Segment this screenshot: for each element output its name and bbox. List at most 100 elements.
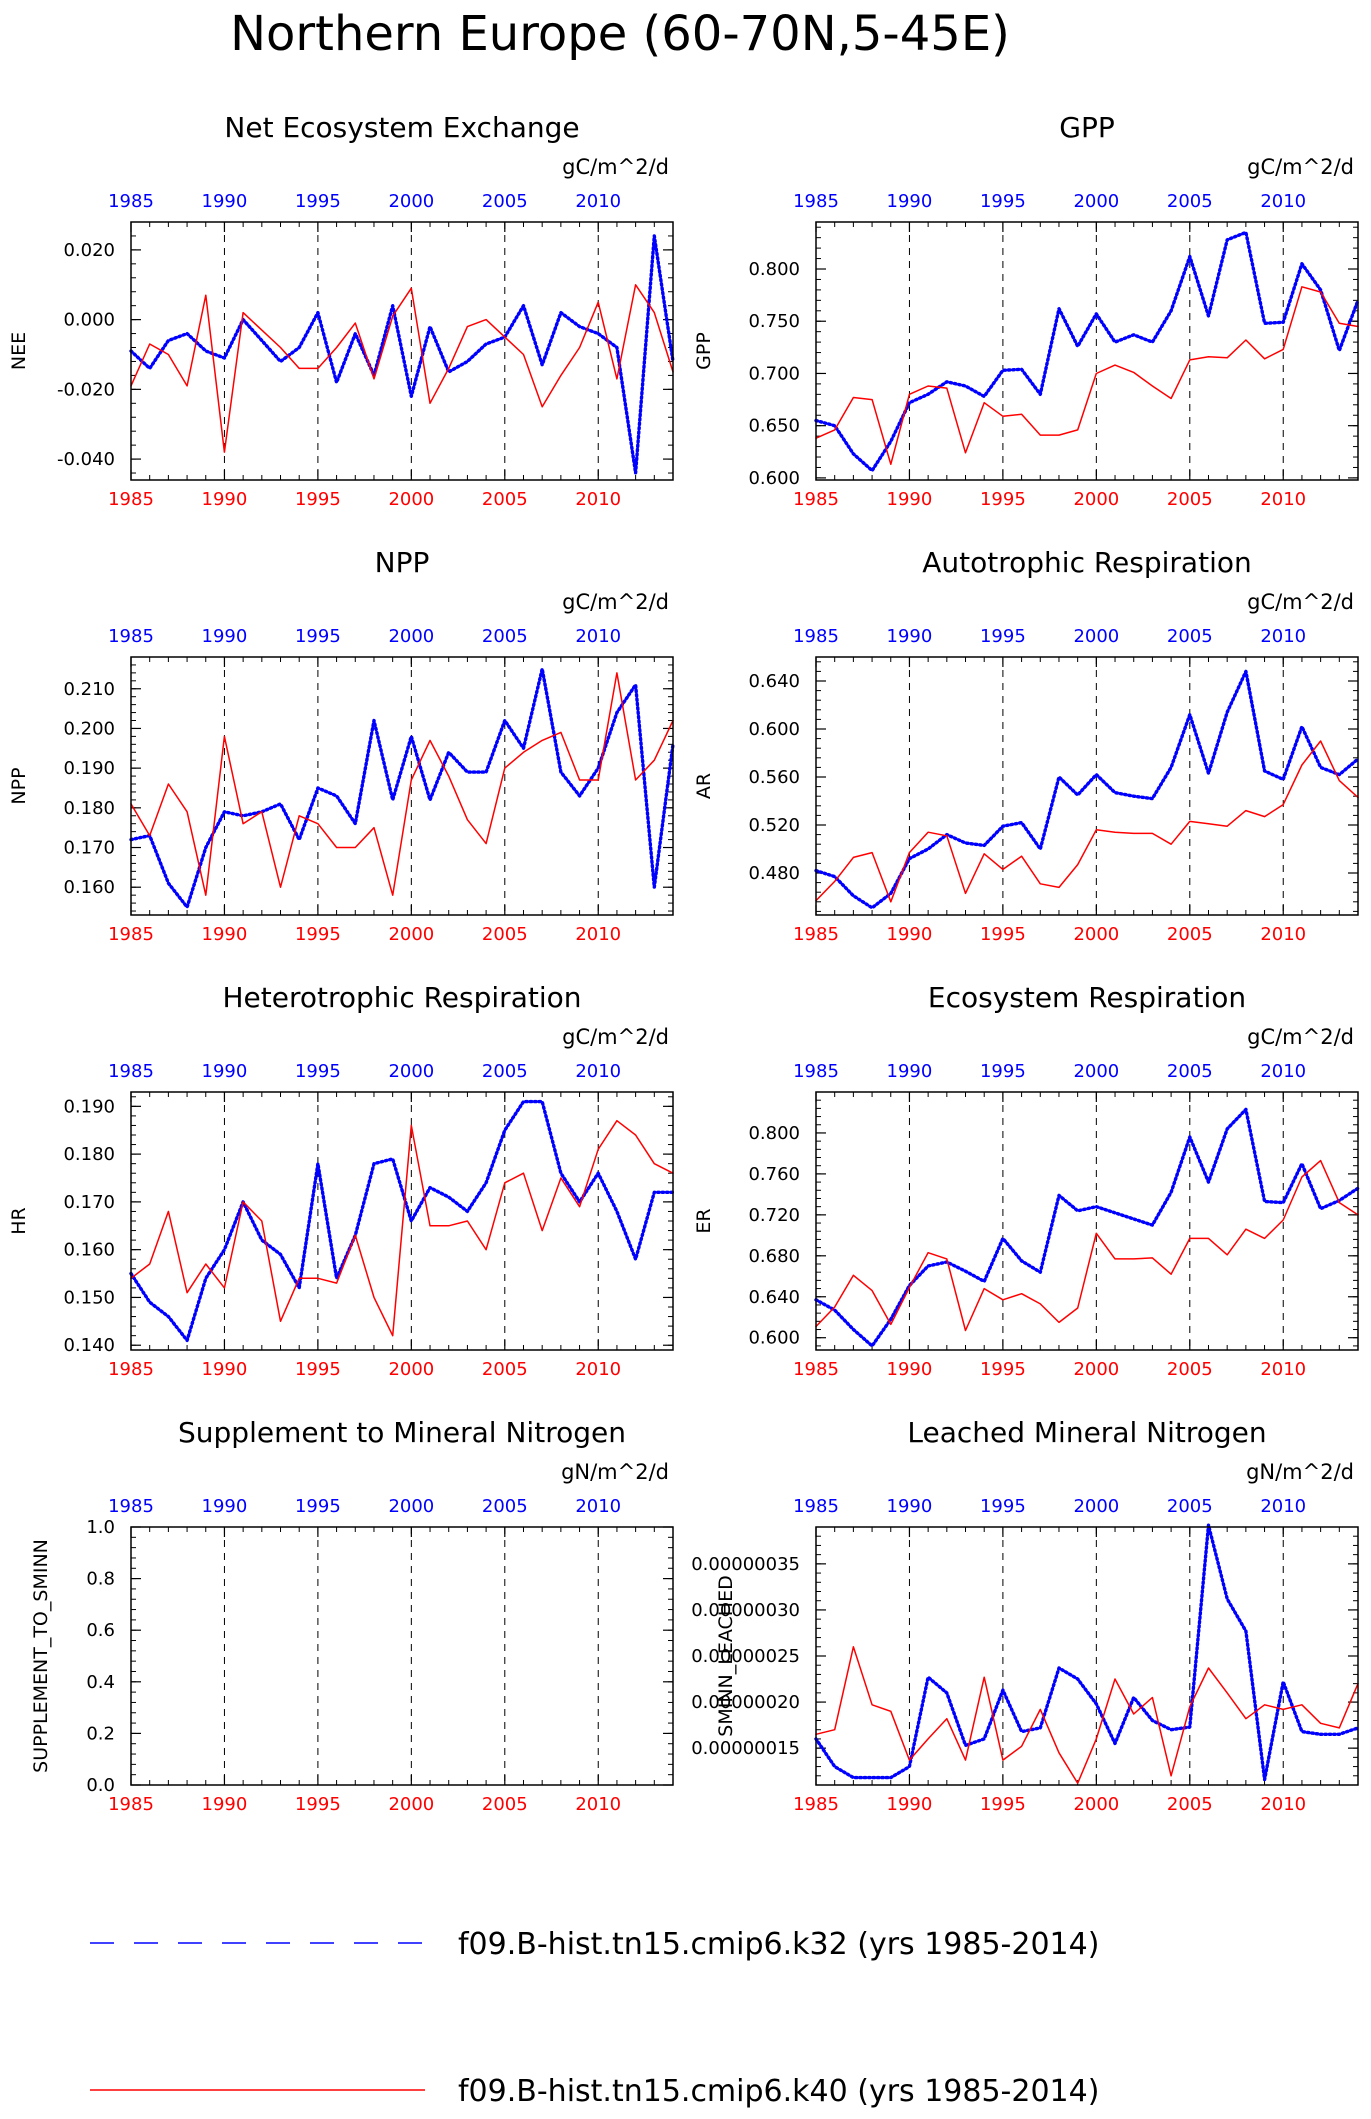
x-tick-label-bottom: 1990 xyxy=(887,924,933,945)
x-tick-label-bottom: 2010 xyxy=(1260,1359,1306,1380)
y-tick-label: 0.720 xyxy=(748,1205,800,1226)
units-label: gN/m^2/d xyxy=(561,1460,669,1484)
x-tick-label-top: 2005 xyxy=(482,626,528,647)
x-tick-label-bottom: 2010 xyxy=(575,1359,621,1380)
y-axis-label: GPP xyxy=(693,332,715,370)
x-tick-label-bottom: 2005 xyxy=(482,924,528,945)
x-tick-label-top: 1985 xyxy=(793,1496,839,1517)
x-tick-label-bottom: 2005 xyxy=(482,1359,528,1380)
y-tick-label: 0.800 xyxy=(748,1123,800,1144)
x-tick-label-bottom: 2000 xyxy=(388,489,434,510)
x-tick-label-top: 1990 xyxy=(887,191,933,212)
y-tick-label: 0.650 xyxy=(748,416,800,437)
y-tick-label: 0.160 xyxy=(63,877,115,898)
chart-panel-5: Heterotrophic Respiration gC/m^2/d 1985 198… xyxy=(8,981,675,1380)
x-tick-label-top: 2000 xyxy=(1073,1496,1119,1517)
chart-panels: Net Ecosystem Exchange gC/m^2/d 1985 1985 19… xyxy=(8,111,1360,1815)
y-tick-label: 0.180 xyxy=(63,798,115,819)
y-axis-label: AR xyxy=(693,773,715,799)
x-tick-label-bottom: 2010 xyxy=(1260,924,1306,945)
x-tick-label-bottom: 1985 xyxy=(108,489,154,510)
x-tick-label-bottom: 1985 xyxy=(793,489,839,510)
y-tick-label: 0.020 xyxy=(63,240,115,261)
x-tick-label-bottom: 2000 xyxy=(1073,1359,1119,1380)
x-tick-label-top: 2010 xyxy=(1260,1496,1306,1517)
units-label: gN/m^2/d xyxy=(1246,1460,1354,1484)
units-label: gC/m^2/d xyxy=(1247,590,1354,614)
y-tick-label: 0.750 xyxy=(748,311,800,332)
x-tick-label-bottom: 2000 xyxy=(1073,489,1119,510)
series-line-red xyxy=(815,286,1359,466)
y-tick-label: 0.600 xyxy=(748,468,800,489)
y-tick-label: 0.000 xyxy=(63,310,115,331)
series-line-red xyxy=(815,740,1359,903)
y-tick-label: 0.140 xyxy=(63,1335,115,1356)
y-tick-label: 0.640 xyxy=(748,1287,800,1308)
units-label: gC/m^2/d xyxy=(562,590,669,614)
x-tick-label-bottom: 2010 xyxy=(575,489,621,510)
x-tick-label-top: 2010 xyxy=(1260,1061,1306,1082)
x-tick-label-top: 1985 xyxy=(793,191,839,212)
x-tick-label-bottom: 2005 xyxy=(1167,1794,1213,1815)
chart-title: Heterotrophic Respiration xyxy=(223,981,582,1014)
chart-panel-4: Autotrophic Respiration gC/m^2/d 1985 1985 1… xyxy=(693,546,1360,945)
chart-title: GPP xyxy=(1059,111,1114,144)
series-line-blue xyxy=(129,234,675,475)
x-tick-label-bottom: 1990 xyxy=(202,924,248,945)
units-label: gC/m^2/d xyxy=(562,1025,669,1049)
x-tick-label-top: 1985 xyxy=(108,1496,154,1517)
x-tick-label-top: 1995 xyxy=(295,191,341,212)
y-tick-label: -0.020 xyxy=(57,379,115,400)
x-tick-label-top: 2000 xyxy=(1073,626,1119,647)
y-axis-label: NPP xyxy=(8,767,30,804)
x-tick-label-bottom: 1995 xyxy=(295,1359,341,1380)
x-tick-label-bottom: 2000 xyxy=(1073,924,1119,945)
x-tick-label-bottom: 2000 xyxy=(388,924,434,945)
series-line-red xyxy=(130,284,674,453)
x-tick-label-top: 1990 xyxy=(202,626,248,647)
chart-title: NPP xyxy=(375,546,430,579)
x-tick-label-top: 1995 xyxy=(295,1061,341,1082)
x-tick-label-bottom: 1990 xyxy=(887,1359,933,1380)
legend: f09.B-hist.tn15.cmip6.k32 (yrs 1985-2014… xyxy=(90,1927,1099,2109)
x-tick-label-top: 1985 xyxy=(108,1061,154,1082)
chart-title: Autotrophic Respiration xyxy=(922,546,1251,579)
plot-frame xyxy=(815,656,1359,916)
x-tick-label-top: 2000 xyxy=(1073,191,1119,212)
x-tick-label-bottom: 1985 xyxy=(108,924,154,945)
y-tick-label: 0.00000035 xyxy=(691,1554,800,1575)
x-tick-label-top: 1985 xyxy=(793,626,839,647)
x-tick-label-top: 2010 xyxy=(575,191,621,212)
x-tick-label-top: 1995 xyxy=(980,191,1026,212)
y-axis-label: HR xyxy=(8,1207,30,1235)
y-axis-label: ER xyxy=(693,1208,715,1233)
series-line-red xyxy=(815,1159,1359,1332)
x-tick-label-top: 2005 xyxy=(1167,1496,1213,1517)
y-tick-label: 0.190 xyxy=(63,1096,115,1117)
x-tick-label-bottom: 1985 xyxy=(793,1794,839,1815)
x-tick-label-bottom: 2005 xyxy=(482,489,528,510)
x-tick-label-bottom: 2010 xyxy=(575,1794,621,1815)
x-tick-label-top: 1990 xyxy=(202,191,248,212)
x-tick-label-top: 2000 xyxy=(388,1061,434,1082)
y-tick-label: 0.00000020 xyxy=(691,1692,800,1713)
x-tick-label-top: 1990 xyxy=(887,1061,933,1082)
x-tick-label-top: 2000 xyxy=(1073,1061,1119,1082)
y-tick-label: 0.600 xyxy=(748,1328,800,1349)
chart-title: Supplement to Mineral Nitrogen xyxy=(178,1416,626,1449)
x-tick-label-bottom: 2005 xyxy=(1167,924,1213,945)
y-axis-label: SMINN_LEACHED xyxy=(715,1575,737,1736)
chart-panel-2: GPP gC/m^2/d 1985 1985 1990 1990 1995 1995 2000 2… xyxy=(693,111,1360,510)
y-tick-label: 0.480 xyxy=(748,863,800,884)
x-tick-label-top: 1990 xyxy=(887,626,933,647)
x-tick-label-top: 2005 xyxy=(482,191,528,212)
plot-frame xyxy=(130,656,674,916)
x-tick-label-top: 1995 xyxy=(295,1496,341,1517)
x-tick-label-bottom: 2005 xyxy=(1167,1359,1213,1380)
x-tick-label-bottom: 2005 xyxy=(1167,489,1213,510)
x-tick-label-top: 1990 xyxy=(202,1496,248,1517)
y-tick-label: 0.640 xyxy=(748,671,800,692)
y-axis-label: SUPPLEMENT_TO_SMINN xyxy=(30,1539,52,1773)
series-line-red xyxy=(130,672,674,896)
x-tick-label-top: 2010 xyxy=(575,1496,621,1517)
